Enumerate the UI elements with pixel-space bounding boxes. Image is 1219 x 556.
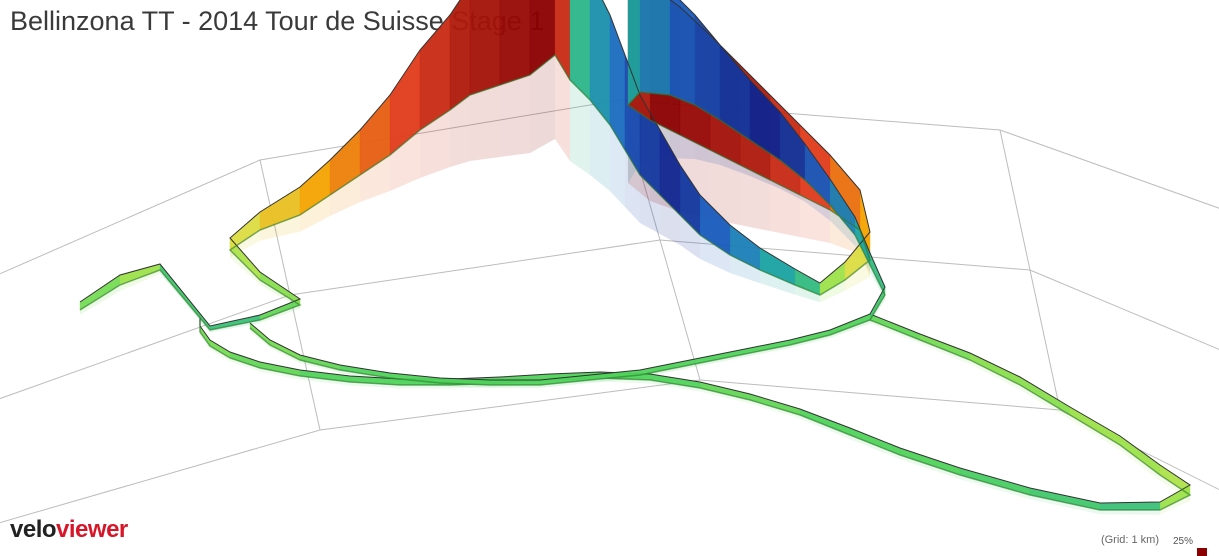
- veloviewer-logo: veloviewer: [10, 516, 128, 544]
- grid-scale-note: (Grid: 1 km): [1101, 534, 1159, 546]
- logo-part-1: velo: [10, 516, 56, 543]
- logo-part-2: viewer: [56, 516, 128, 543]
- elevation-3d-chart: [0, 0, 1219, 556]
